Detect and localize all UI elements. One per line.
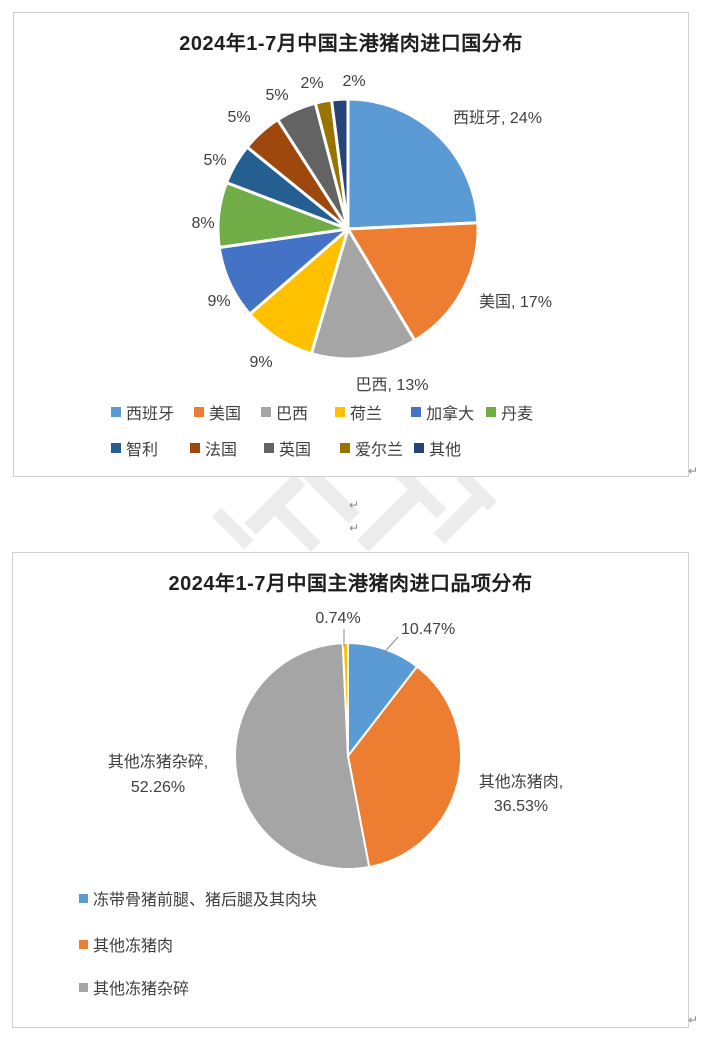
- legend-marker: [79, 893, 88, 903]
- legend-label: 法国: [205, 442, 238, 459]
- data-label-3: 0.74%: [315, 610, 360, 627]
- legend-item-荷兰: 荷兰: [335, 400, 382, 424]
- chart-title: 2024年1-7月中国主港猪肉进口国分布: [179, 33, 523, 55]
- legend-marker: [486, 407, 497, 417]
- chart-pork-import-countries[interactable]: 2024年1-7月中国主港猪肉进口国分布 西班牙, 24% 美国, 17% 巴西, …: [13, 12, 689, 477]
- legend-item-智利: 智利: [111, 436, 158, 460]
- legend-marker: [194, 407, 205, 417]
- legend-label: 美国: [209, 406, 242, 423]
- legend-label: 其他冻猪杂碎: [93, 981, 190, 998]
- legend-item-其他: 其他: [414, 436, 461, 460]
- legend-label: 其他: [429, 442, 462, 459]
- pie-slice-1: [347, 665, 463, 868]
- legend-item-美国: 美国: [194, 400, 241, 424]
- legend-item-西班牙: 西班牙: [111, 400, 174, 424]
- legend-item-爱尔兰: 爱尔兰: [340, 436, 403, 460]
- pie-import-countries: 西班牙, 24% 美国, 17% 巴西, 13% 9% 9% 8% 5% 5% 5% 2% 2%: [191, 73, 552, 394]
- data-label-3: 9%: [249, 354, 272, 371]
- label-leader-line: [380, 636, 399, 657]
- pie-slice-2: [309, 227, 417, 361]
- data-label-6: 5%: [203, 152, 226, 169]
- legend-marker: [261, 407, 272, 417]
- legend-marker: [111, 443, 121, 453]
- data-label-0: 10.47%: [401, 621, 455, 638]
- legend-item-冻带骨猪前腿、猪后腿及其肉块: 冻带骨猪前腿、猪后腿及其肉块: [79, 886, 317, 910]
- data-label-0: 西班牙, 24%: [453, 109, 542, 127]
- pie-slice-0: [346, 97, 480, 231]
- legend-label: 巴西: [276, 406, 309, 423]
- legend-marker: [264, 443, 275, 453]
- legend-item-巴西: 巴西: [261, 400, 308, 424]
- legend-label: 智利: [126, 442, 159, 459]
- paragraph-mark: ↵: [349, 498, 360, 512]
- data-label-7: 5%: [227, 109, 250, 126]
- legend-item-丹麦: 丹麦: [486, 400, 533, 424]
- legend-label: 冻带骨猪前腿、猪后腿及其肉块: [93, 892, 318, 909]
- pie-slice-3: [341, 641, 349, 757]
- data-label-5: 8%: [191, 215, 214, 232]
- pie-slice-10: [330, 97, 350, 231]
- legend-marker: [414, 443, 425, 453]
- legend-marker: [79, 982, 88, 992]
- data-label-8: 5%: [265, 87, 288, 104]
- paragraph-mark: ↵: [688, 1013, 699, 1027]
- data-label-2: 其他冻猪杂碎, 52.26%: [108, 753, 208, 796]
- legend-label: 西班牙: [126, 406, 175, 423]
- legend-marker: [190, 443, 201, 453]
- legend-item-其他冻猪肉: 其他冻猪肉: [79, 932, 173, 956]
- legend-label: 爱尔兰: [355, 442, 404, 459]
- data-label-4: 9%: [207, 293, 230, 310]
- legend-label: 其他冻猪肉: [93, 938, 174, 955]
- legend-marker: [335, 407, 346, 417]
- legend-marker: [79, 939, 88, 949]
- data-label-1: 美国, 17%: [479, 293, 552, 311]
- data-label-9: 2%: [300, 75, 323, 92]
- legend-row-2: 智利 法国 英国 爱尔兰 其他: [111, 436, 461, 460]
- legend-label: 丹麦: [501, 406, 534, 423]
- data-label-10: 2%: [342, 73, 365, 90]
- legend-row-1: 西班牙 美国 巴西 荷兰 加拿大 丹麦: [111, 400, 533, 424]
- legend-marker: [340, 443, 351, 453]
- chart-title: 2024年1-7月中国主港猪肉进口品项分布: [168, 573, 533, 595]
- legend-label: 英国: [279, 442, 312, 459]
- pie-slice-0: [347, 642, 419, 757]
- legend-marker: [411, 407, 422, 417]
- legend-item-加拿大: 加拿大: [411, 400, 474, 424]
- pie-import-items: 10.47% 其他冻猪肉, 36.53% 其他冻猪杂碎, 52.26% 0.74%: [108, 610, 563, 870]
- pie-slice-2: [234, 642, 371, 870]
- chart-pork-import-items[interactable]: 2024年1-7月中国主港猪肉进口品项分布 10.47% 其他冻猪肉, 36.53%…: [12, 552, 689, 1028]
- paragraph-mark: ↵: [349, 521, 360, 535]
- legend-item-其他冻猪杂碎: 其他冻猪杂碎: [79, 975, 189, 999]
- legend-label: 荷兰: [350, 406, 383, 423]
- legend-marker: [111, 407, 121, 417]
- legend-label: 加拿大: [426, 406, 475, 423]
- data-label-1: 其他冻猪肉, 36.53%: [479, 773, 563, 815]
- legend-item-英国: 英国: [264, 436, 311, 460]
- data-label-2: 巴西, 13%: [356, 377, 429, 394]
- pie-slice-1: [346, 221, 480, 343]
- paragraph-mark: ↵: [688, 464, 699, 478]
- legend-item-法国: 法国: [190, 436, 237, 460]
